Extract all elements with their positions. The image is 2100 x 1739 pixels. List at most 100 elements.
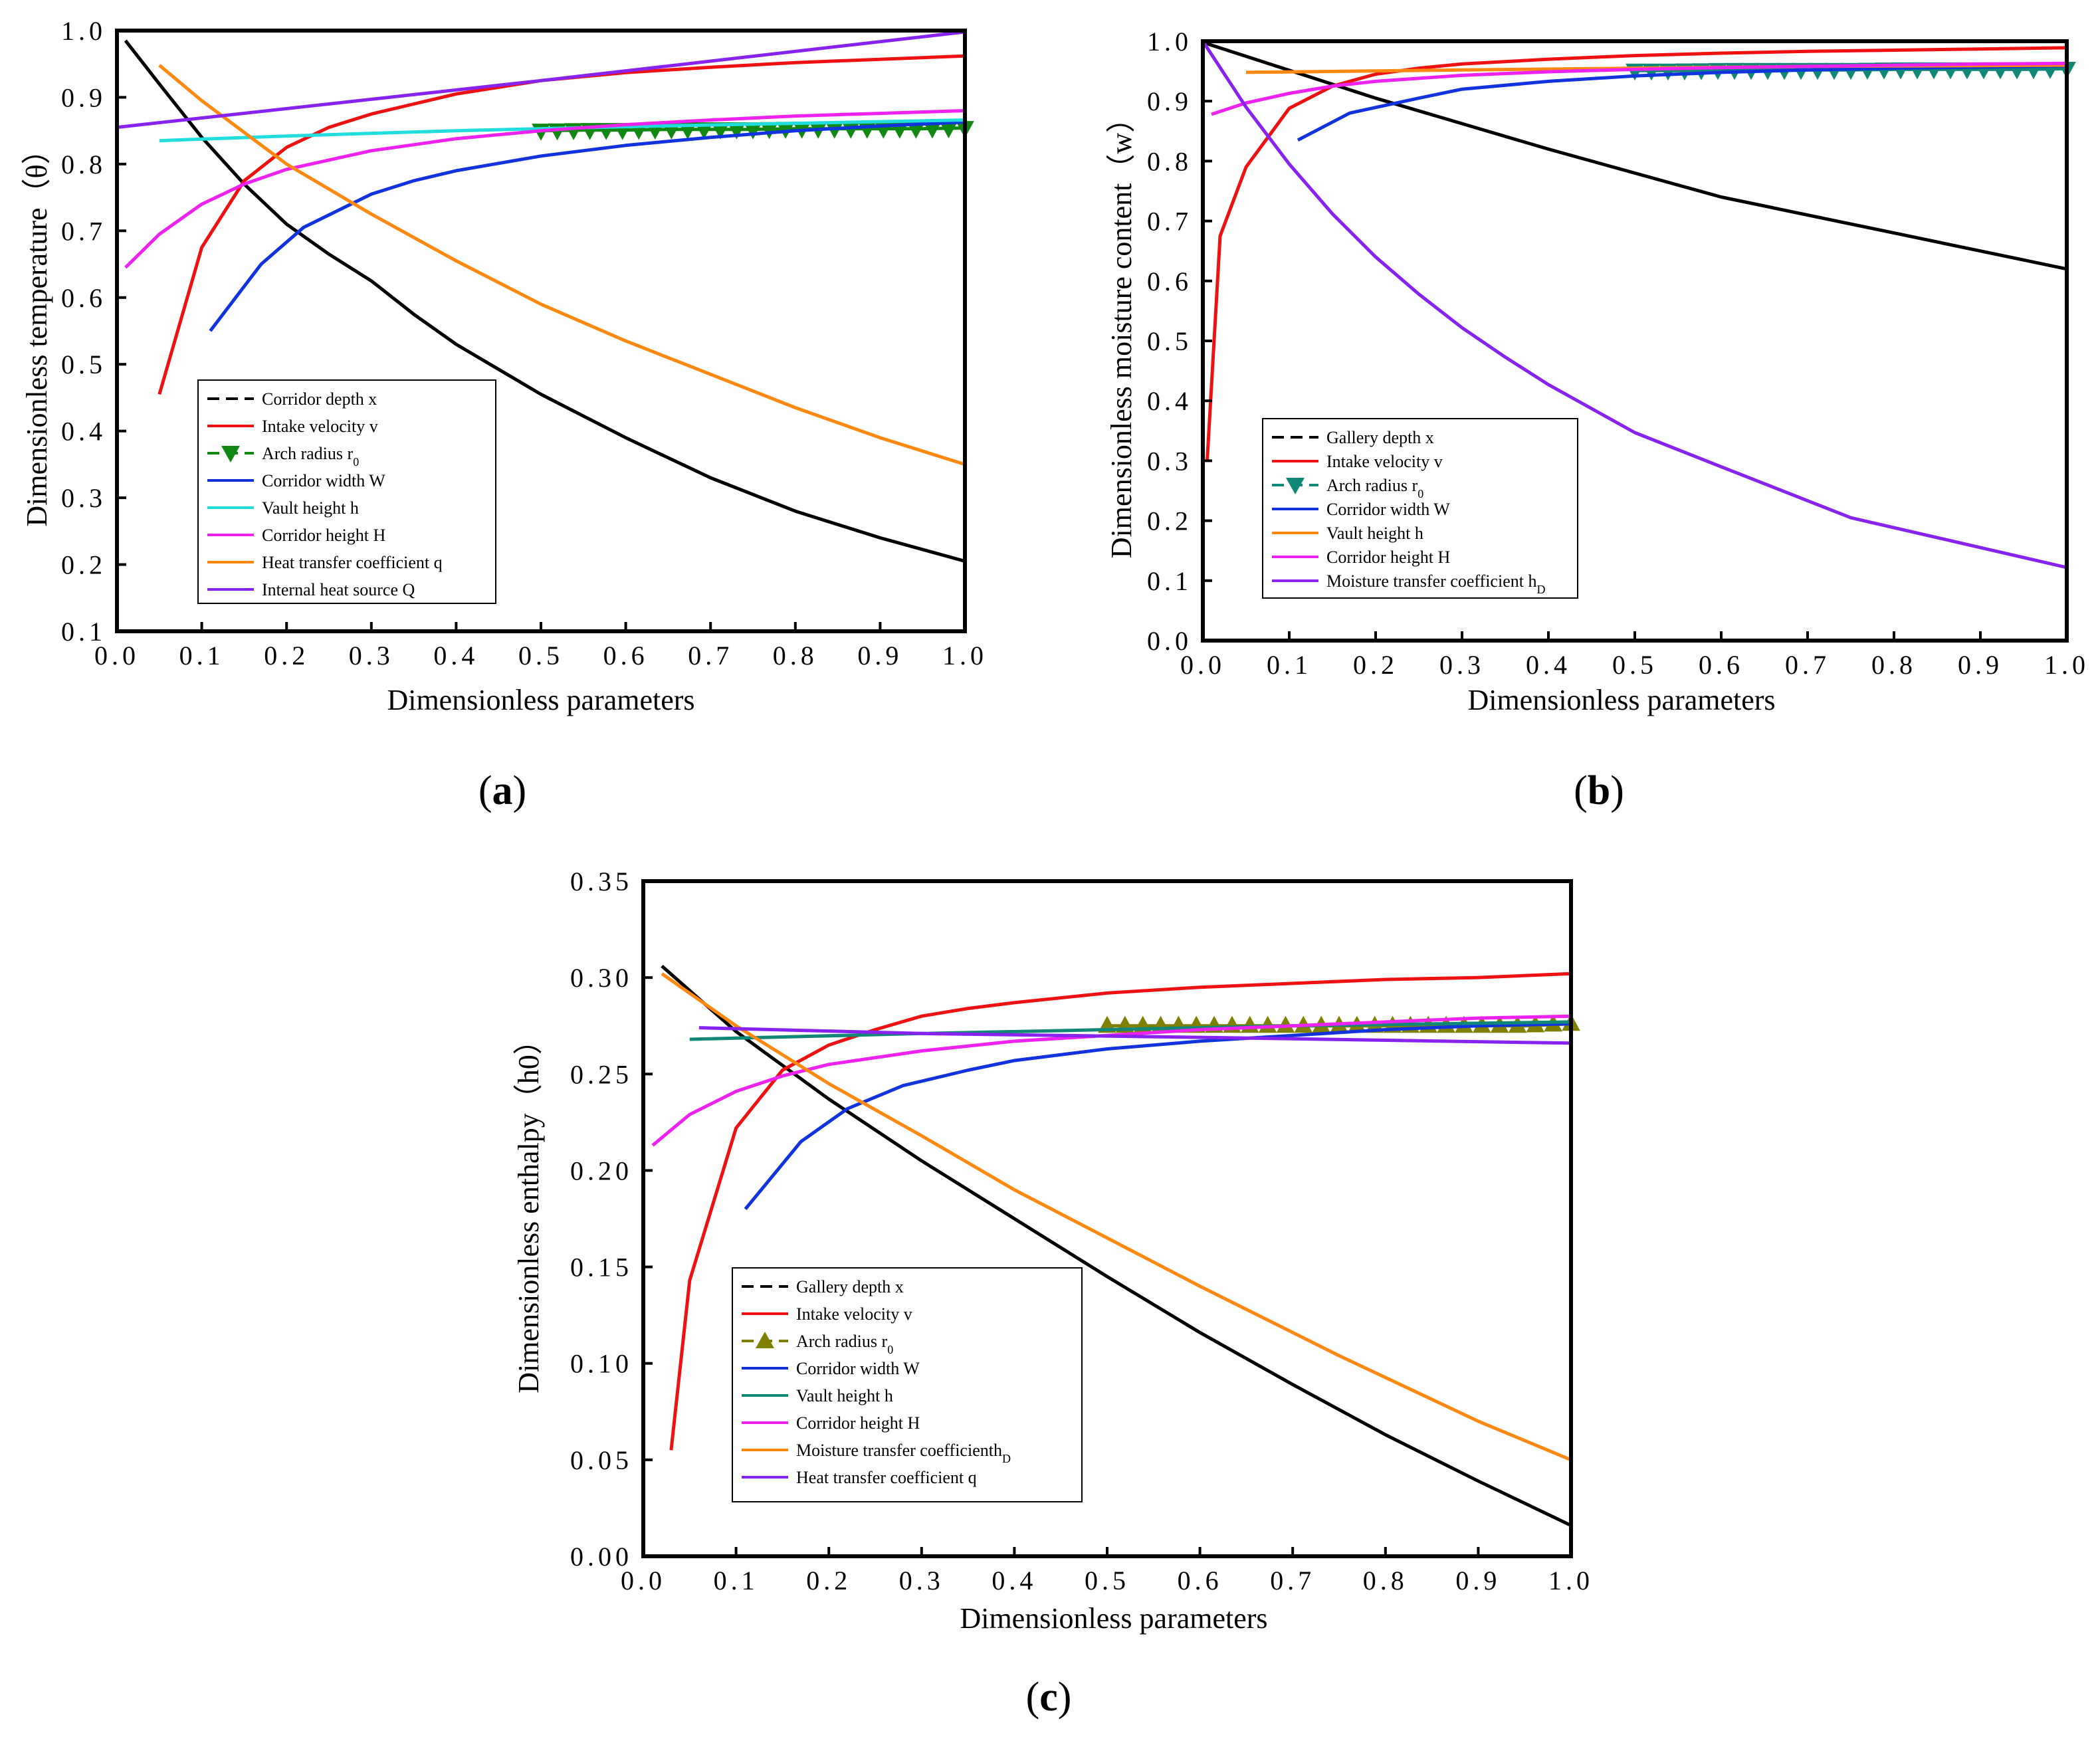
legend-label: Corridor depth x [262, 389, 377, 409]
legend-label: Internal heat source Q [262, 580, 415, 599]
y-tick-label: 0.1 [1147, 566, 1192, 596]
x-tick-label: 0.1 [1267, 650, 1312, 680]
y-tick-label: 0.5 [1147, 326, 1192, 356]
x-tick-label: 1.0 [2044, 650, 2089, 680]
x-tick-label: 0.3 [899, 1566, 944, 1595]
series-line-intake-velocity-v [669, 972, 1572, 1451]
series-line-moisture-transfer-coefficienthd [661, 972, 1572, 1462]
x-tick-label: 0.4 [433, 641, 478, 670]
legend-marker [1286, 478, 1305, 494]
legend-label: Vault height h [1326, 524, 1423, 543]
y-tick-label: 0.9 [1147, 86, 1192, 116]
x-tick-label: 0.2 [264, 641, 309, 670]
x-tick-label: 0.8 [1363, 1566, 1408, 1595]
x-tick-label: 0.4 [1526, 650, 1571, 680]
panel-b-chart: 0.0 0.1 0.2 0.3 0.4 0.5 0.6 0.7 0.8 0.9 1.0 0.0 0.1 0… [1105, 27, 2089, 813]
legend-label: Intake velocity v [1326, 452, 1443, 471]
series-line-vault-height-h [159, 118, 966, 143]
legend-marker [756, 1332, 774, 1348]
x-tick-label: 0.3 [349, 641, 394, 670]
legend-label: Gallery depth x [1326, 428, 1434, 447]
x-tick-label: 0.9 [857, 641, 902, 670]
panel-label-b: (b) [1574, 768, 1624, 813]
y-tick-label: 0.7 [1147, 207, 1192, 237]
y-axis-title: Dimensionless moisture content（w） [1105, 104, 1138, 558]
x-tick-label: 0.6 [1699, 650, 1744, 680]
series-line-moisture-transfer-coefficient-hd [1201, 40, 2067, 569]
y-tick-label: 0.10 [570, 1349, 633, 1379]
series-line-corridor-depth-x [124, 39, 966, 563]
x-tick-label: 0.0 [94, 641, 140, 670]
legend-label: Heat transfer coefficient q [796, 1468, 977, 1487]
x-tick-label: 0.1 [179, 641, 225, 670]
legend-label: Intake velocity v [262, 417, 378, 436]
x-tick-label: 1.0 [942, 641, 988, 670]
x-axis-title: Dimensionless parameters [387, 684, 694, 716]
x-tick-label: 0.7 [1785, 650, 1830, 680]
x-tick-label: 0.0 [621, 1566, 666, 1595]
series-line-corridor-height-h [1211, 61, 2067, 116]
series-line-corridor-height-h [651, 1014, 1572, 1147]
y-tick-label: 0.30 [570, 963, 633, 993]
legend-label: Corridor width W [796, 1359, 920, 1378]
series-line-corridor-width-w [744, 1022, 1572, 1211]
y-tick-label: 1.0 [61, 16, 106, 46]
panel-label-a: (a) [478, 768, 526, 813]
x-tick-label: 0.9 [1958, 650, 2003, 680]
x-tick-label: 0.8 [1871, 650, 1917, 680]
y-tick-label: 0.8 [61, 150, 106, 179]
y-tick-label: 0.5 [61, 350, 106, 379]
series-line-heat-transfer-coefficient-q [698, 1026, 1572, 1045]
y-tick-label: 0.0 [1147, 626, 1192, 656]
legend-marker [221, 446, 240, 462]
data-point-marker [727, 122, 746, 140]
legend-label: Corridor width W [1326, 500, 1450, 519]
y-tick-label: 0.4 [1147, 386, 1192, 416]
y-axis-title: Dimensionless temperature（θ） [21, 135, 53, 526]
legend-label: Heat transfer coefficient q [262, 553, 443, 572]
x-tick-label: 0.6 [603, 641, 649, 670]
y-tick-label: 0.25 [570, 1059, 633, 1089]
x-tick-label: 0.0 [1180, 650, 1225, 680]
y-tick-label: 0.9 [61, 82, 106, 112]
x-tick-label: 0.6 [1178, 1566, 1223, 1595]
legend-label: Corridor width W [262, 471, 385, 490]
x-tick-label: 0.7 [688, 641, 733, 670]
x-tick-label: 0.1 [714, 1566, 759, 1595]
series-line-gallery-depth-x [1202, 41, 2067, 271]
x-tick-label: 0.3 [1439, 650, 1485, 680]
y-tick-label: 0.6 [1147, 266, 1192, 296]
legend-label: Gallery depth x [796, 1277, 904, 1296]
y-tick-label: 0.3 [61, 483, 106, 513]
x-tick-label: 0.7 [1270, 1566, 1315, 1595]
series-line-vault-height-h [689, 1020, 1572, 1041]
x-axis-title: Dimensionless parameters [1467, 684, 1775, 716]
legend-label: Vault height h [796, 1386, 893, 1405]
panel-a-chart: 0.0 0.1 0.2 0.3 0.4 0.5 0.6 0.7 0.8 0.9 1.00.10.20… [21, 16, 988, 813]
panel-c-chart: 0.0 0.1 0.2 0.3 0.4 0.5 0.6 0.7 0.8 0.9 1.0 0.00 0.0… [512, 867, 1594, 1720]
data-point-marker [711, 122, 730, 140]
y-tick-label: 0.8 [1147, 146, 1192, 176]
series-line-corridor-height-h [124, 109, 966, 269]
y-tick-label: 0.6 [61, 283, 106, 313]
y-tick-label: 1.0 [1147, 27, 1192, 56]
series-line-corridor-width-w [209, 120, 966, 332]
y-tick-label: 0.2 [61, 550, 106, 580]
y-tick-label: 0.20 [570, 1156, 633, 1185]
x-tick-label: 0.4 [992, 1566, 1037, 1595]
y-tick-label: 0.35 [570, 867, 633, 896]
y-axis-title: Dimensionless enthalpy（h0） [512, 1025, 545, 1393]
x-tick-label: 0.5 [1085, 1566, 1130, 1595]
legend-label: Intake velocity v [796, 1304, 912, 1324]
series-line-heat-transfer-coefficient-q [158, 64, 966, 466]
x-tick-label: 0.5 [1612, 650, 1657, 680]
series-line-corridor-width-w [1297, 64, 2067, 142]
x-tick-label: 1.0 [1548, 1566, 1594, 1595]
x-axis-title: Dimensionless parameters [960, 1602, 1267, 1635]
y-tick-label: 0.2 [1147, 506, 1192, 536]
y-tick-label: 0.1 [61, 617, 106, 647]
y-tick-label: 0.05 [570, 1445, 633, 1475]
legend-label: Corridor height H [262, 526, 386, 545]
y-tick-label: 0.15 [570, 1253, 633, 1282]
